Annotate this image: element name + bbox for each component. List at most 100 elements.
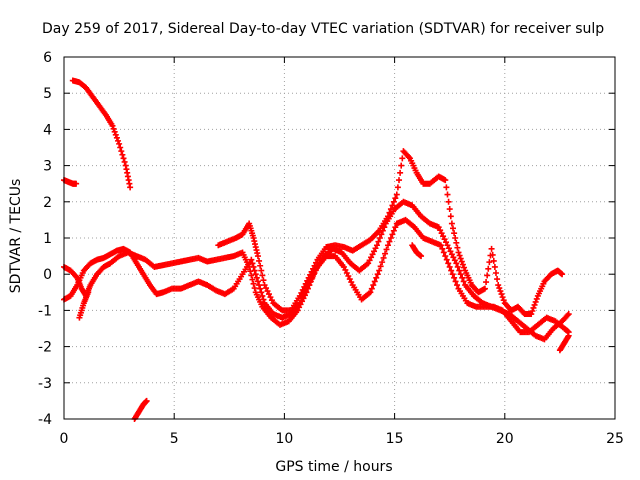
data-point-marker	[254, 278, 261, 285]
data-point-marker	[367, 289, 374, 296]
data-point-marker	[305, 274, 312, 281]
y-tick-label: 3	[43, 159, 52, 175]
data-point-marker	[378, 231, 385, 238]
data-point-marker	[259, 272, 266, 279]
series-arc-b	[69, 77, 134, 191]
data-point-marker	[454, 282, 461, 289]
data-point-marker	[377, 263, 384, 270]
data-point-marker	[528, 311, 535, 318]
data-point-marker	[386, 238, 393, 245]
data-point-marker	[443, 256, 450, 263]
data-point-marker	[565, 311, 572, 318]
data-point-marker	[418, 253, 425, 260]
data-point-marker	[110, 125, 117, 132]
data-point-marker	[459, 261, 466, 268]
data-point-marker	[384, 242, 391, 249]
data-point-marker	[263, 285, 270, 292]
data-point-marker	[370, 282, 377, 289]
data-point-marker	[439, 245, 446, 252]
data-point-marker	[304, 277, 311, 284]
data-point-marker	[109, 122, 116, 129]
data-point-marker	[496, 285, 503, 292]
data-point-marker	[348, 279, 355, 286]
data-series	[61, 77, 572, 422]
data-point-marker	[117, 144, 124, 151]
data-point-marker	[253, 274, 260, 281]
data-point-marker	[301, 283, 308, 290]
data-point-marker	[372, 245, 379, 252]
data-point-marker	[456, 252, 463, 259]
data-point-marker	[446, 206, 453, 213]
data-point-marker	[386, 209, 393, 216]
data-point-marker	[559, 271, 566, 278]
data-point-marker	[113, 134, 120, 141]
y-tick-label: 4	[43, 122, 52, 138]
data-point-marker	[448, 267, 455, 274]
data-point-marker	[249, 276, 256, 283]
data-point-marker	[302, 280, 309, 287]
data-point-marker	[346, 276, 353, 283]
data-point-marker	[458, 258, 465, 265]
data-point-marker	[257, 285, 264, 292]
data-point-marker	[499, 294, 506, 301]
series-arc-g	[76, 289, 92, 321]
y-axis-ticks: -4 -3 -2 -1 0 1 2 3 4 5 6	[38, 50, 615, 428]
series-arc-e	[61, 216, 572, 336]
data-point-marker	[264, 288, 271, 295]
data-point-marker	[250, 263, 257, 270]
series-arc-a	[61, 177, 80, 187]
data-point-marker	[308, 268, 315, 275]
data-point-marker	[375, 238, 382, 245]
data-point-marker	[454, 263, 461, 270]
data-point-marker	[307, 271, 314, 278]
data-point-marker	[371, 278, 378, 285]
data-point-marker	[533, 295, 540, 302]
data-point-marker	[396, 177, 403, 184]
data-point-marker	[382, 250, 389, 257]
data-point-marker	[389, 202, 396, 209]
data-point-marker	[488, 245, 495, 252]
data-point-marker	[445, 198, 452, 205]
data-point-marker	[444, 242, 451, 249]
data-point-marker	[453, 260, 460, 267]
data-point-marker	[449, 271, 456, 278]
data-point-marker	[256, 282, 263, 289]
data-point-marker	[251, 267, 258, 274]
data-point-marker	[451, 274, 458, 281]
data-point-marker	[392, 195, 399, 202]
data-point-marker	[342, 266, 349, 273]
x-tick-label: 10	[275, 431, 293, 447]
y-tick-label: 0	[43, 267, 52, 283]
data-point-marker	[565, 332, 572, 339]
x-tick-label: 25	[606, 431, 624, 447]
data-point-marker	[368, 285, 375, 292]
data-point-marker	[450, 225, 457, 232]
data-point-marker	[116, 140, 123, 147]
data-point-marker	[112, 131, 119, 138]
data-point-marker	[461, 264, 468, 271]
data-point-marker	[442, 177, 449, 184]
data-point-marker	[446, 263, 453, 270]
data-point-marker	[376, 267, 383, 274]
data-point-marker	[438, 230, 445, 237]
data-point-marker	[453, 239, 460, 246]
data-point-marker	[376, 235, 383, 241]
x-axis-ticks: 0 5 10 15 20 25	[60, 57, 624, 447]
x-tick-label: 20	[496, 431, 514, 447]
data-point-marker	[484, 272, 491, 279]
data-point-marker	[260, 277, 267, 284]
data-point-marker	[451, 257, 458, 264]
data-point-marker	[340, 263, 347, 270]
data-point-marker	[500, 297, 507, 304]
series-arc-h	[409, 242, 425, 260]
data-point-marker	[256, 257, 263, 264]
series-arc-c	[131, 397, 150, 422]
data-point-marker	[119, 151, 126, 158]
data-point-marker	[387, 206, 394, 213]
data-point-marker	[343, 269, 350, 276]
y-tick-label: 6	[43, 50, 52, 66]
y-tick-label: 1	[43, 231, 52, 247]
data-point-marker	[268, 297, 275, 304]
data-point-marker	[312, 259, 319, 266]
data-point-marker	[114, 137, 121, 144]
